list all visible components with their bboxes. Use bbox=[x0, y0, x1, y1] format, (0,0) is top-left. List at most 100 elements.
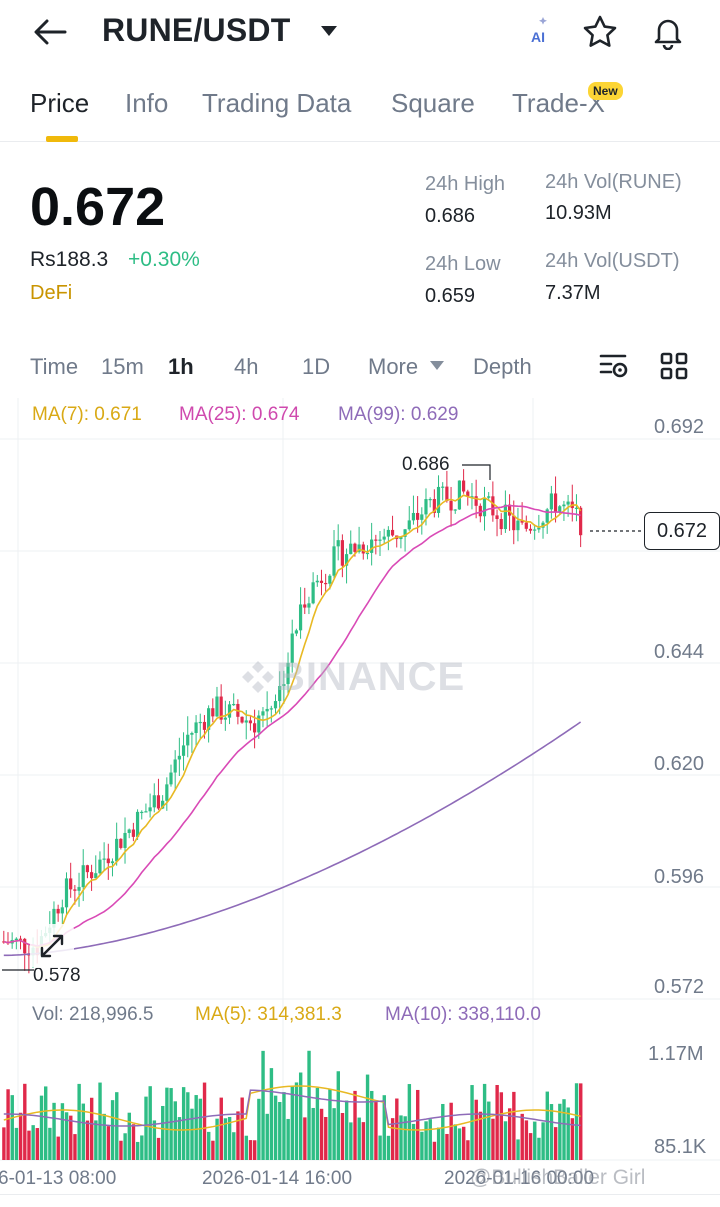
favorite-star-icon[interactable] bbox=[578, 10, 622, 54]
candle-body bbox=[102, 858, 106, 860]
volume-bar bbox=[261, 1050, 265, 1160]
candle-body bbox=[161, 800, 165, 809]
candle-body bbox=[52, 908, 56, 928]
volume-bar bbox=[311, 1107, 315, 1160]
binance-watermark: BINANCE bbox=[240, 655, 465, 700]
interval-more[interactable]: More bbox=[368, 354, 419, 379]
candle-body bbox=[156, 795, 161, 809]
low-label: 24h Low bbox=[425, 253, 501, 275]
volume-bar bbox=[48, 1127, 52, 1160]
ma7-legend: MA(7): 0.671 bbox=[32, 404, 142, 425]
candle-body bbox=[73, 889, 77, 891]
volume-bar bbox=[232, 1132, 236, 1160]
volume-bar bbox=[549, 1104, 554, 1160]
volume-bar bbox=[420, 1131, 424, 1160]
volume-bar bbox=[215, 1118, 219, 1160]
candle-body bbox=[528, 528, 533, 531]
volume-bar bbox=[6, 1089, 10, 1160]
interval-time[interactable]: Time bbox=[30, 354, 79, 379]
tab-trading-data[interactable]: Trading Data bbox=[202, 88, 352, 118]
credit-watermark: @BullishBaller Girl bbox=[470, 1166, 646, 1189]
volume-bar bbox=[361, 1122, 366, 1160]
category-tag[interactable]: DeFi bbox=[30, 282, 73, 304]
volume-bar bbox=[240, 1097, 244, 1160]
volume-bar bbox=[512, 1091, 516, 1160]
candle-body bbox=[232, 703, 236, 706]
volume-bar bbox=[558, 1103, 562, 1160]
candle-body bbox=[512, 515, 516, 531]
candle-body bbox=[89, 872, 94, 879]
candle-body bbox=[478, 505, 482, 517]
volume-bar bbox=[81, 1103, 86, 1160]
layout-grid-icon[interactable] bbox=[656, 348, 692, 384]
volume-bar bbox=[161, 1105, 165, 1160]
volume-bar bbox=[253, 1140, 257, 1160]
candle-body bbox=[462, 480, 466, 492]
svg-text:AI: AI bbox=[531, 29, 545, 45]
back-arrow-icon[interactable] bbox=[28, 12, 72, 52]
candle-body bbox=[424, 499, 428, 515]
candle-body bbox=[432, 499, 436, 513]
volume-bar bbox=[324, 1116, 328, 1160]
candle-body bbox=[64, 878, 69, 908]
candle-body bbox=[449, 500, 453, 511]
volume-bar bbox=[278, 1102, 282, 1160]
interval-1h[interactable]: 1h bbox=[168, 354, 194, 379]
interval-15m[interactable]: 15m bbox=[101, 354, 144, 379]
volume-bar bbox=[411, 1123, 416, 1160]
candle-body bbox=[336, 540, 340, 547]
volume-bar bbox=[470, 1085, 474, 1160]
tab-square[interactable]: Square bbox=[391, 88, 475, 118]
pair-dropdown-icon[interactable] bbox=[314, 16, 344, 46]
tab-info[interactable]: Info bbox=[125, 88, 169, 118]
volume-bar bbox=[516, 1139, 520, 1160]
candle-body bbox=[123, 832, 127, 848]
candle-body bbox=[98, 859, 102, 874]
volume-bar bbox=[507, 1108, 512, 1160]
candle-body bbox=[399, 536, 403, 540]
x-tick-label: 2026-01-16 00:00 bbox=[444, 1168, 595, 1189]
notification-bell-icon[interactable] bbox=[646, 10, 690, 54]
candle-body bbox=[353, 543, 357, 552]
volume-bar bbox=[244, 1135, 249, 1160]
pair-title[interactable]: RUNE/USDT bbox=[102, 12, 291, 48]
volume-bar bbox=[332, 1108, 336, 1160]
volume-bar bbox=[144, 1096, 148, 1160]
expand-chart-icon[interactable] bbox=[30, 924, 74, 968]
vol-base-value: 10.93M bbox=[545, 202, 612, 224]
vol-ma5-legend: MA(5): 314,381.3 bbox=[195, 1004, 342, 1025]
volume-bar bbox=[56, 1136, 60, 1160]
candle-body bbox=[466, 491, 470, 497]
candle-body bbox=[273, 701, 278, 709]
volume-bar bbox=[474, 1099, 478, 1160]
candle-body bbox=[181, 745, 186, 756]
volume-bar bbox=[562, 1099, 566, 1160]
price-chart[interactable] bbox=[0, 394, 720, 1194]
volume-bar bbox=[23, 1083, 27, 1160]
more-caret-icon bbox=[430, 361, 444, 370]
interval-depth[interactable]: Depth bbox=[473, 354, 532, 379]
candle-body bbox=[361, 544, 365, 554]
candle-body bbox=[520, 520, 524, 523]
candle-body bbox=[144, 811, 148, 813]
interval-1d[interactable]: 1D bbox=[302, 354, 331, 379]
y-tick-label: 0.692 bbox=[654, 416, 705, 438]
indicator-settings-icon[interactable] bbox=[596, 348, 632, 384]
volume-bar bbox=[236, 1111, 240, 1160]
volume-bar bbox=[140, 1135, 144, 1160]
ai-icon[interactable]: AI bbox=[522, 12, 558, 48]
volume-bar bbox=[424, 1121, 428, 1160]
interval-4h[interactable]: 4h bbox=[234, 354, 259, 379]
vol-ma5-line bbox=[3, 1085, 581, 1131]
candle-body bbox=[403, 529, 407, 537]
volume-bar bbox=[123, 1133, 127, 1160]
ma99-line bbox=[3, 721, 582, 957]
low-value: 0.659 bbox=[425, 285, 476, 307]
candle-body bbox=[382, 536, 386, 540]
candle-body bbox=[378, 539, 382, 541]
tab-price[interactable]: Price bbox=[30, 88, 90, 118]
ma7-line bbox=[3, 494, 582, 948]
new-badge: New bbox=[588, 82, 623, 100]
candle-body bbox=[127, 829, 131, 833]
candle-body bbox=[198, 721, 202, 724]
